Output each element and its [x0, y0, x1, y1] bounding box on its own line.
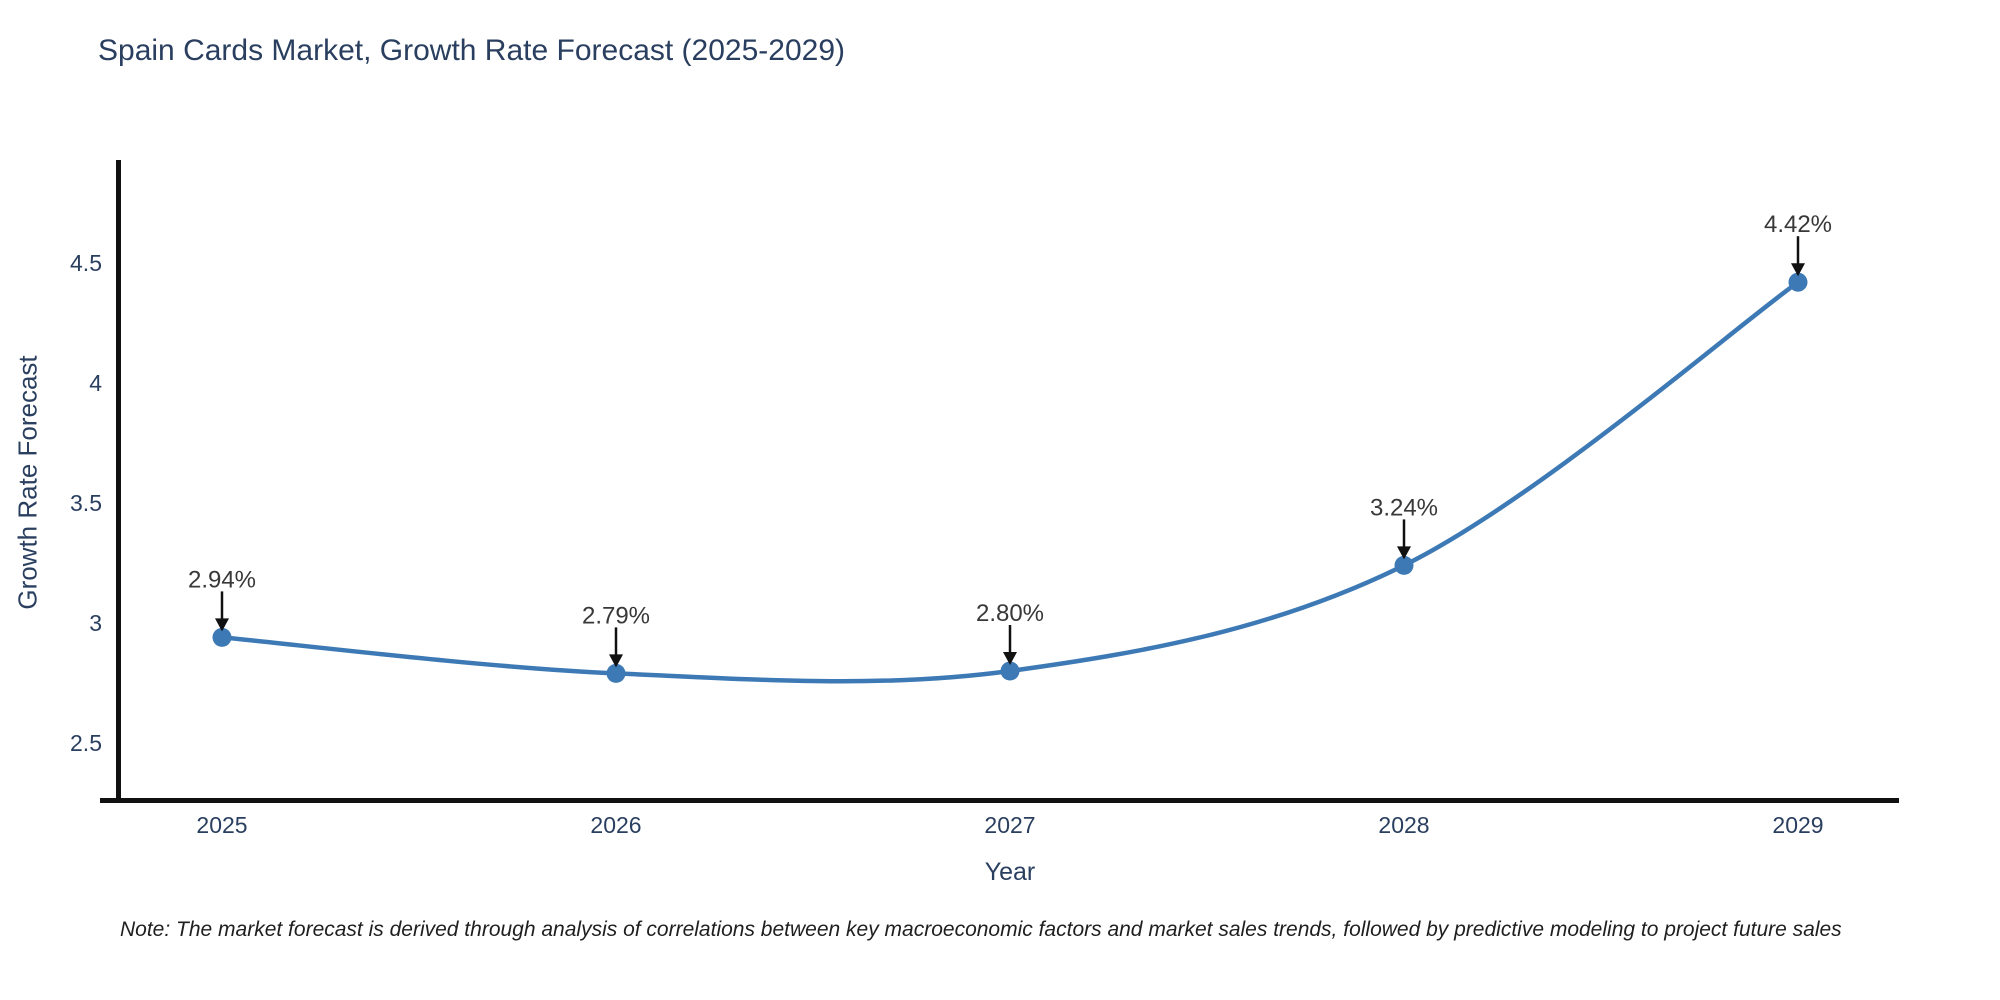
y-axis-ticks: 2.5 3 3.5 4 4.5	[70, 250, 102, 756]
x-tick-label: 2026	[590, 812, 641, 838]
note-text: Note: The market forecast is derived thr…	[120, 918, 1842, 941]
x-tick-label: 2029	[1772, 812, 1823, 838]
annotation-arrowhead	[1791, 263, 1805, 277]
x-axis-ticks: 2025 2026 2027 2028 2029	[196, 812, 1823, 838]
trend-line	[221, 280, 1800, 684]
data-point[interactable]	[1394, 555, 1414, 575]
x-axis-line	[100, 798, 1899, 803]
annotation-arrowhead	[1003, 652, 1017, 665]
annotation-arrowhead	[1397, 546, 1411, 560]
y-tick-label: 3	[89, 610, 102, 636]
x-tick-label: 2028	[1378, 812, 1429, 838]
annotation-label: 4.42%	[1764, 211, 1832, 238]
annotation-arrowhead	[215, 618, 229, 632]
data-series: 2.94% 2.79% 2.80% 3.24% 4.42%	[188, 211, 1832, 684]
y-tick-label: 2.5	[70, 730, 102, 756]
data-point[interactable]	[1000, 661, 1020, 681]
x-axis-title: Year	[984, 858, 1036, 886]
y-tick-label: 4.5	[70, 250, 102, 276]
annotation-label: 2.80%	[976, 600, 1044, 627]
chart-title: Spain Cards Market, Growth Rate Forecast…	[98, 34, 845, 67]
data-point[interactable]	[1788, 272, 1808, 292]
annotation-label: 3.24%	[1370, 494, 1438, 521]
y-tick-label: 4	[89, 370, 102, 396]
annotation-label: 2.94%	[188, 566, 256, 593]
data-point[interactable]	[606, 663, 626, 683]
annotation-label: 2.79%	[582, 602, 650, 629]
x-tick-label: 2027	[984, 812, 1035, 838]
data-point[interactable]	[212, 627, 232, 647]
annotation-arrowhead	[609, 654, 623, 668]
x-tick-label: 2025	[196, 812, 247, 838]
y-axis-line	[116, 160, 121, 803]
y-tick-label: 3.5	[70, 490, 102, 516]
